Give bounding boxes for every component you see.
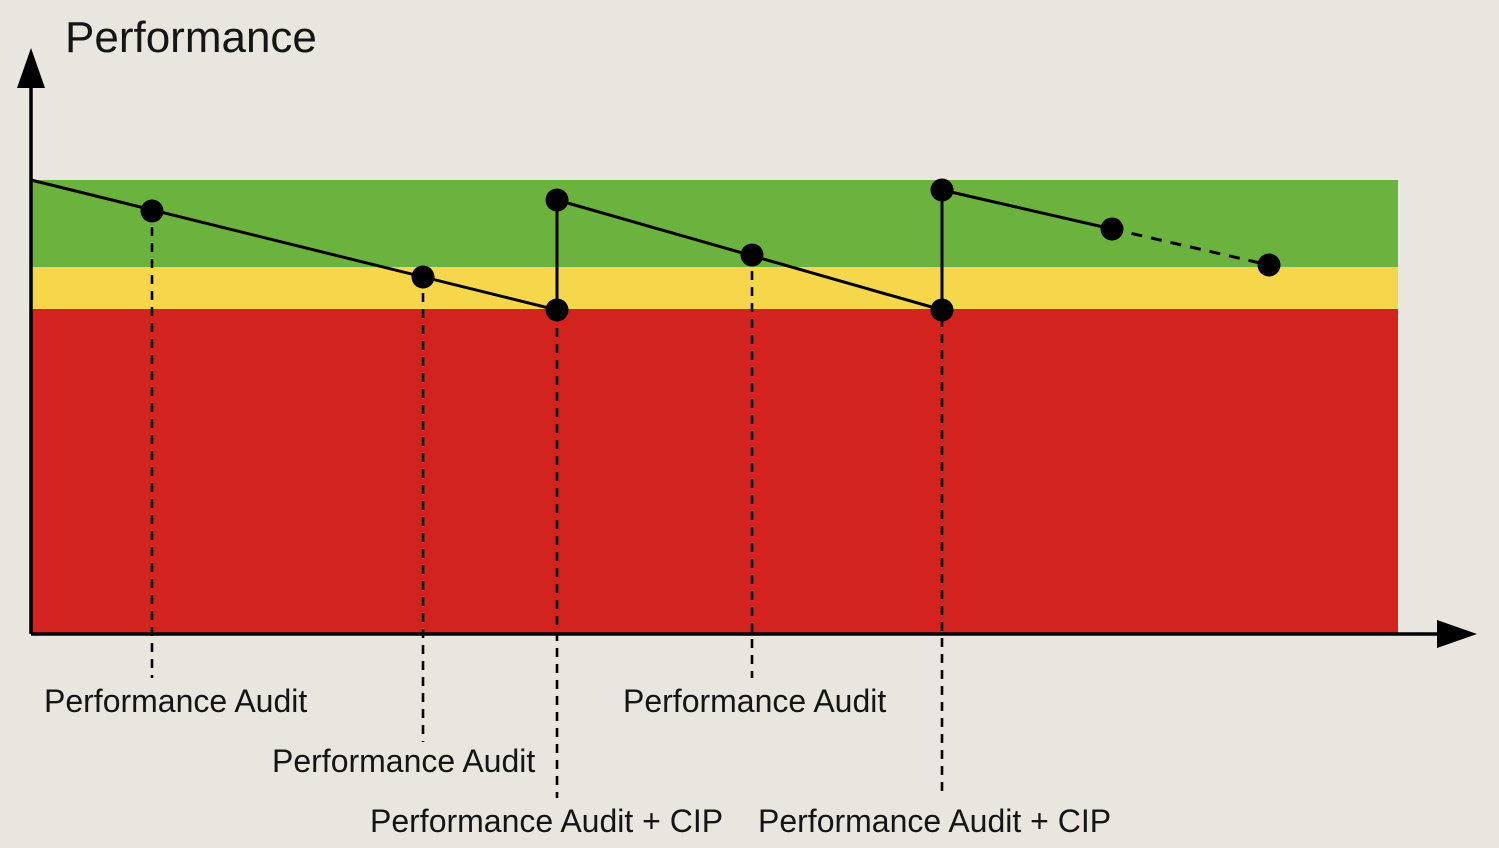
data-point-2 <box>411 265 435 289</box>
performance-line-decline-3 <box>941 188 1113 231</box>
data-point-7 <box>930 178 954 202</box>
y-axis-label: Performance <box>65 13 317 62</box>
data-point-9 <box>1257 253 1281 277</box>
data-point-3 <box>545 298 569 322</box>
data-point-4 <box>545 188 569 212</box>
y-axis-arrowhead-icon <box>17 48 45 88</box>
performance-line-projected-decline <box>1111 227 1270 267</box>
band-green-zone <box>31 180 1398 267</box>
event-label-3: Performance Audit + CIP <box>370 803 723 839</box>
band-yellow-zone <box>31 267 1398 309</box>
chart-layers: Performance Audit Performance Audit Perfor… <box>17 48 1477 839</box>
event-label-5: Performance Audit + CIP <box>758 803 1111 839</box>
x-axis-arrowhead-icon <box>1437 620 1477 648</box>
data-point-5 <box>740 243 764 267</box>
event-label-4: Performance Audit <box>623 683 886 719</box>
performance-line-decline-1 <box>30 178 558 312</box>
data-point-8 <box>1100 217 1124 241</box>
data-point-6 <box>930 298 954 322</box>
data-point-1 <box>140 199 164 223</box>
event-label-1: Performance Audit <box>44 683 307 719</box>
event-label-2: Performance Audit <box>272 743 535 779</box>
band-red-zone <box>31 309 1398 634</box>
